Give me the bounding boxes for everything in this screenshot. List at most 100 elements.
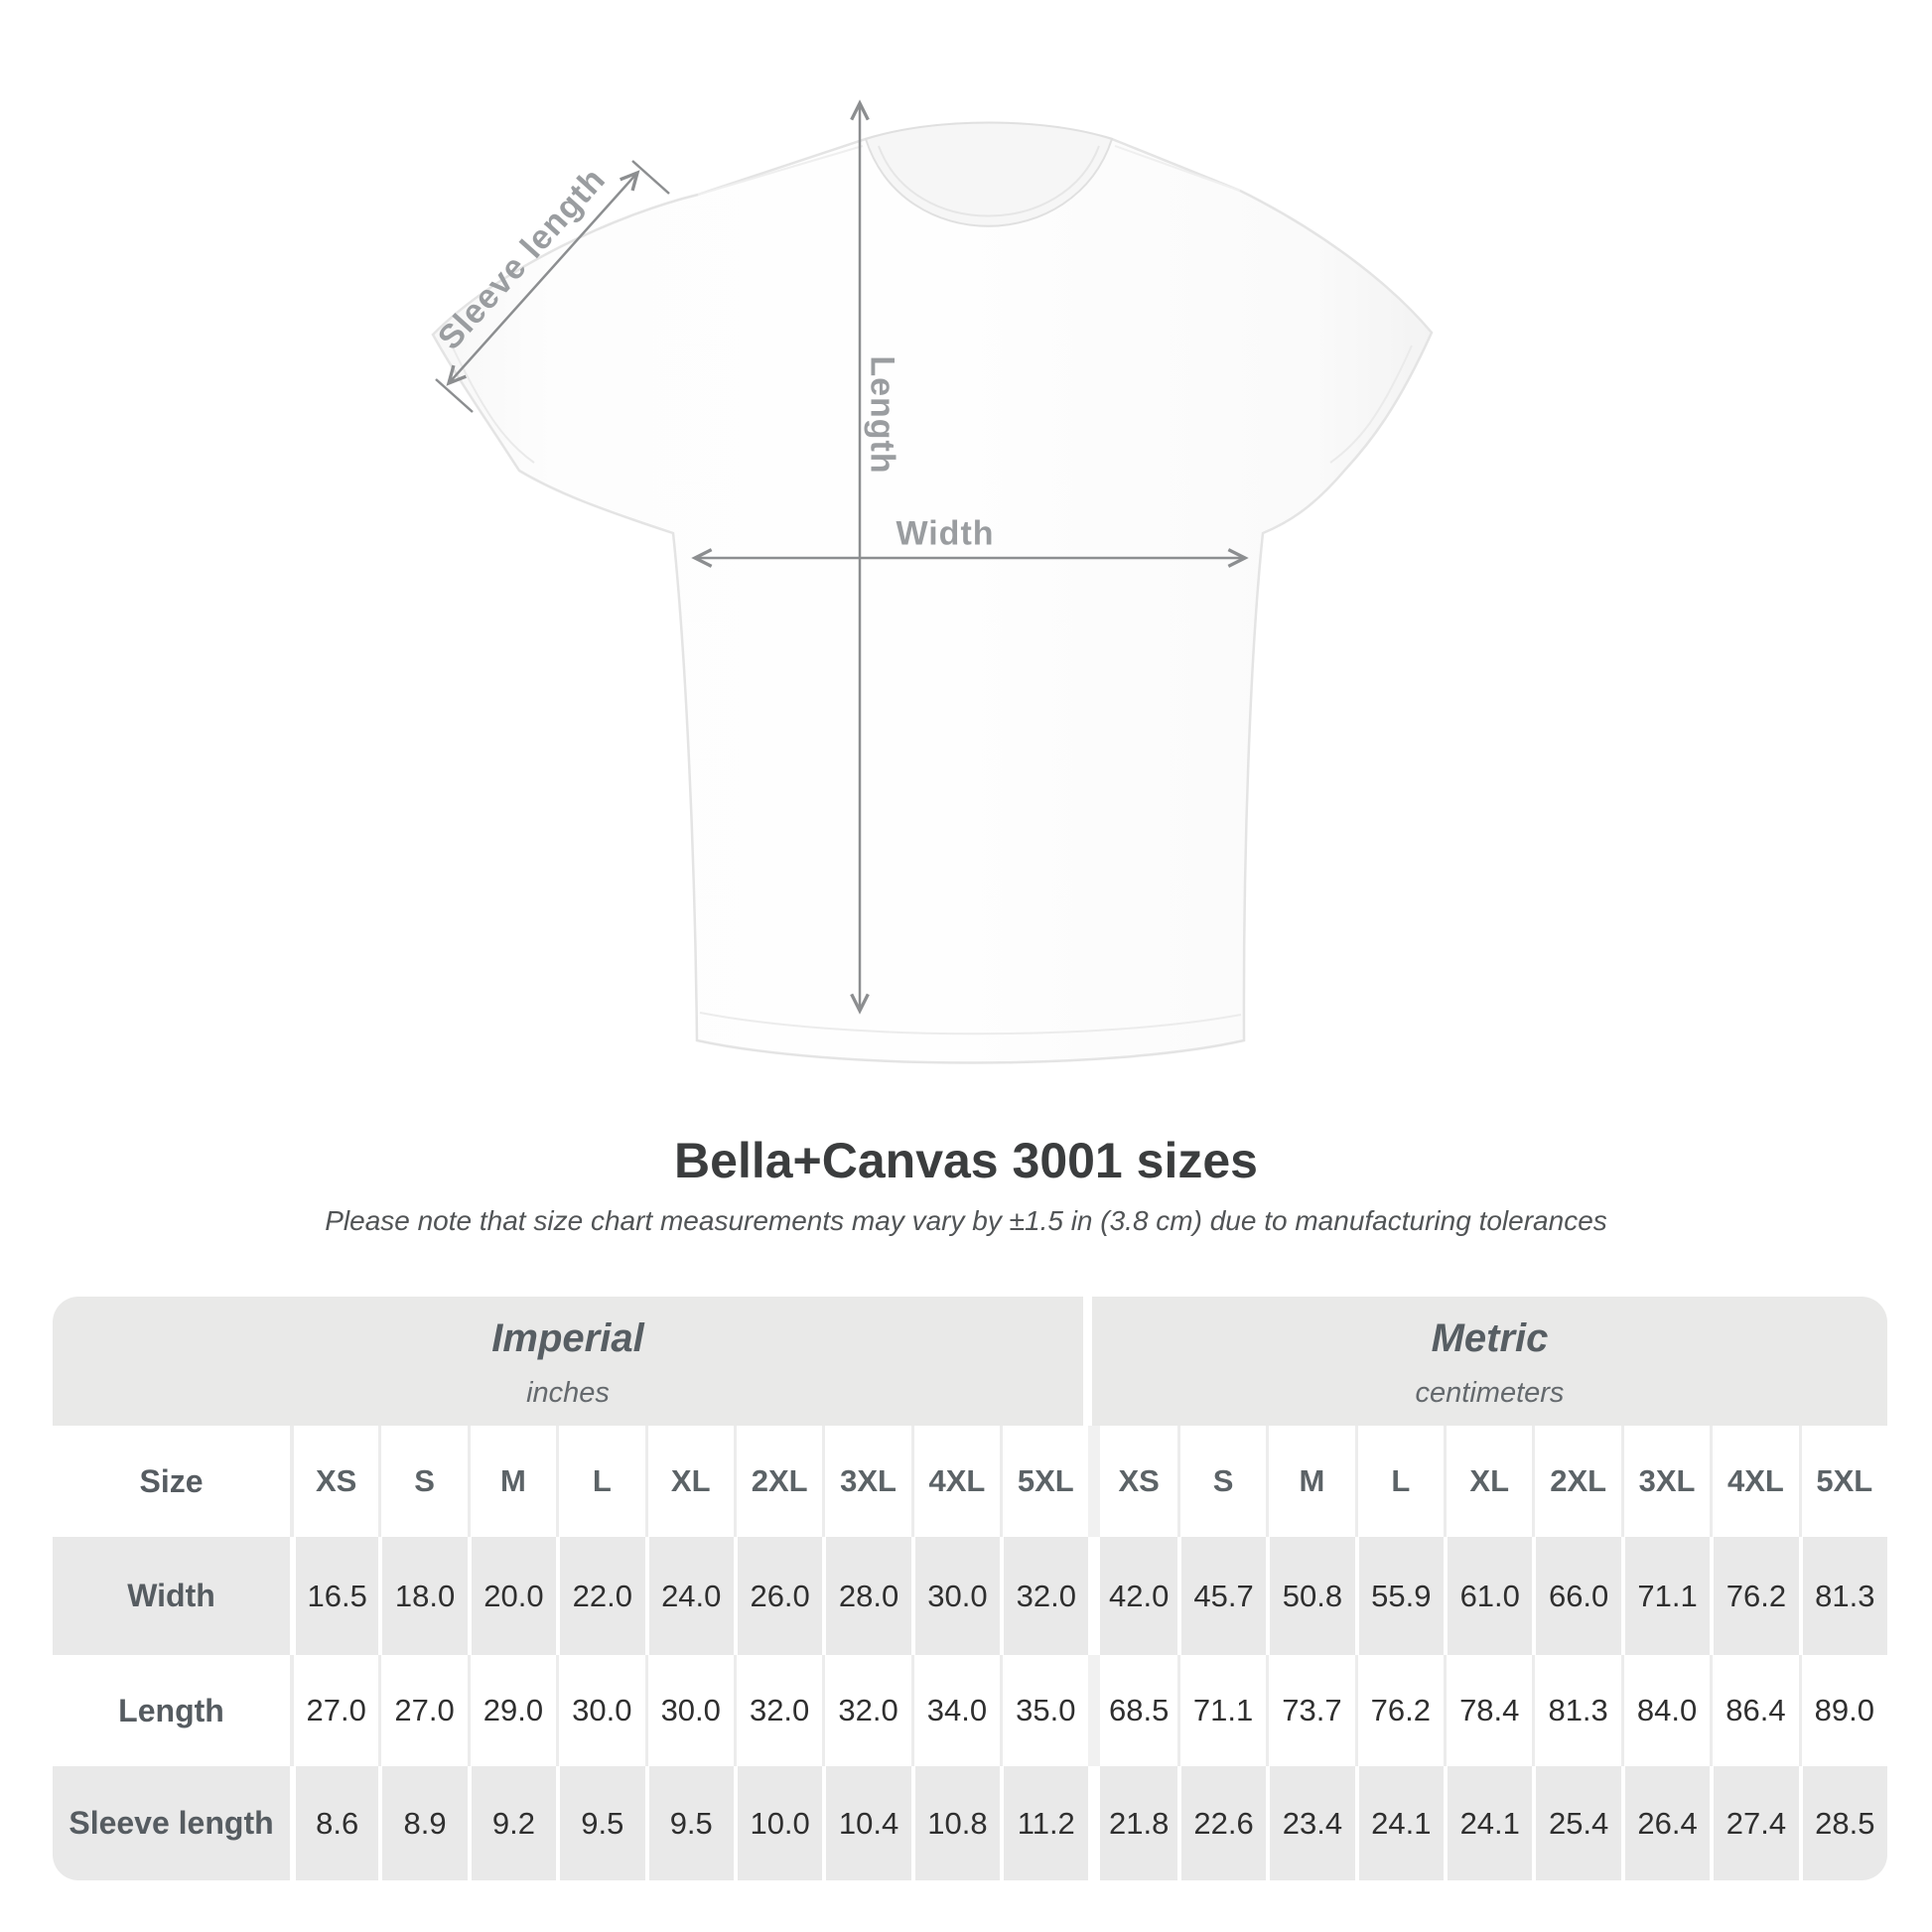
tshirt-body: [431, 122, 1434, 1064]
value-cell: 23.4: [1266, 1766, 1355, 1880]
size-col-header: 2XL: [1532, 1426, 1621, 1537]
unit-header-band: Imperial inches Metric centimeters: [53, 1297, 1887, 1426]
value-cell: 68.5: [1088, 1655, 1177, 1766]
value-cell: 78.4: [1444, 1655, 1533, 1766]
size-col-header: S: [378, 1426, 468, 1537]
size-header-row: Size XS S M L XL 2XL 3XL 4XL 5XL XS S M …: [53, 1426, 1887, 1537]
unit-label-imperial: Imperial: [491, 1316, 644, 1360]
value-cell: 29.0: [467, 1655, 557, 1766]
size-col-header: 4XL: [910, 1426, 1001, 1537]
tshirt-cuff-seam-right: [1329, 345, 1413, 464]
value-cell: 86.4: [1710, 1655, 1799, 1766]
row-label-cell: Sleeve length: [53, 1766, 290, 1880]
value-cell: 76.2: [1710, 1537, 1799, 1655]
row-label-cell: Width: [53, 1537, 290, 1655]
value-cell: 11.2: [1000, 1766, 1089, 1880]
value-cell: 25.4: [1532, 1766, 1621, 1880]
value-cell: 84.0: [1620, 1655, 1711, 1766]
value-cell: 8.6: [290, 1766, 379, 1880]
table-row-width: Width 16.5 18.0 20.0 22.0 24.0 26.0 28.0…: [53, 1537, 1887, 1655]
value-cell: 27.4: [1710, 1766, 1799, 1880]
size-col-header: XL: [1444, 1426, 1533, 1537]
size-col-header: 4XL: [1710, 1426, 1799, 1537]
value-cell: 32.0: [822, 1655, 911, 1766]
value-cell: 21.8: [1088, 1766, 1177, 1880]
value-cell: 35.0: [1000, 1655, 1089, 1766]
value-cell: 9.5: [644, 1766, 734, 1880]
value-cell: 71.1: [1176, 1655, 1267, 1766]
value-cell: 28.5: [1798, 1766, 1887, 1880]
value-cell: 20.0: [467, 1537, 557, 1655]
size-col-header: 3XL: [1620, 1426, 1711, 1537]
value-cell: 81.3: [1798, 1537, 1887, 1655]
table-row-sleeve-length: Sleeve length 8.6 8.9 9.2 9.5 9.5 10.0 1…: [53, 1766, 1887, 1880]
value-cell: 45.7: [1176, 1537, 1267, 1655]
size-col-header: XS: [290, 1426, 379, 1537]
size-table: Imperial inches Metric centimeters Size …: [53, 1297, 1887, 1880]
row-label-cell: Length: [53, 1655, 290, 1766]
size-col-header: 5XL: [1000, 1426, 1089, 1537]
unit-header-metric: Metric centimeters: [1092, 1297, 1887, 1426]
tshirt-hem-seam: [699, 1012, 1242, 1035]
value-cell: 76.2: [1354, 1655, 1445, 1766]
value-cell: 24.0: [644, 1537, 734, 1655]
size-col-header: XL: [644, 1426, 734, 1537]
value-cell: 73.7: [1266, 1655, 1355, 1766]
size-header-cell: Size: [53, 1426, 290, 1537]
size-col-header: XS: [1088, 1426, 1177, 1537]
value-cell: 26.4: [1620, 1766, 1711, 1880]
value-cell: 66.0: [1532, 1537, 1621, 1655]
size-col-header: L: [1354, 1426, 1445, 1537]
size-col-header: M: [467, 1426, 557, 1537]
value-cell: 22.0: [556, 1537, 645, 1655]
value-cell: 81.3: [1532, 1655, 1621, 1766]
tshirt-illustration: [431, 99, 1434, 1064]
value-cell: 30.0: [644, 1655, 734, 1766]
value-cell: 50.8: [1266, 1537, 1355, 1655]
value-cell: 42.0: [1088, 1537, 1177, 1655]
value-cell: 55.9: [1354, 1537, 1445, 1655]
value-cell: 30.0: [556, 1655, 645, 1766]
page-title: Bella+Canvas 3001 sizes: [674, 1133, 1258, 1188]
value-cell: 61.0: [1444, 1537, 1533, 1655]
unit-sublabel-imperial: inches: [526, 1377, 610, 1409]
value-cell: 18.0: [378, 1537, 468, 1655]
tshirt-collar-seam: [878, 145, 1100, 217]
tshirt-diagram: Sleeve length Length Width: [431, 99, 1434, 1064]
unit-sublabel-metric: centimeters: [1415, 1377, 1565, 1409]
value-cell: 32.0: [733, 1655, 823, 1766]
tshirt-shoulder-seam-right: [1114, 145, 1241, 192]
size-col-header: M: [1266, 1426, 1355, 1537]
value-cell: 71.1: [1620, 1537, 1711, 1655]
value-cell: 27.0: [378, 1655, 468, 1766]
unit-label-metric: Metric: [1431, 1316, 1549, 1360]
value-cell: 30.0: [910, 1537, 1001, 1655]
tshirt-shoulder-seam-left: [697, 145, 864, 196]
value-cell: 34.0: [910, 1655, 1001, 1766]
value-cell: 10.8: [910, 1766, 1001, 1880]
value-cell: 26.0: [733, 1537, 823, 1655]
table-row-length: Length 27.0 27.0 29.0 30.0 30.0 32.0 32.…: [53, 1655, 1887, 1766]
value-cell: 10.4: [822, 1766, 911, 1880]
value-cell: 32.0: [1000, 1537, 1089, 1655]
size-col-header: S: [1176, 1426, 1267, 1537]
value-cell: 27.0: [290, 1655, 379, 1766]
width-label: Width: [896, 514, 995, 553]
value-cell: 28.0: [822, 1537, 911, 1655]
sleeve-arrow-tick-bottom: [435, 378, 474, 413]
value-cell: 24.1: [1354, 1766, 1445, 1880]
size-col-header: 3XL: [822, 1426, 911, 1537]
value-cell: 9.5: [556, 1766, 645, 1880]
size-col-header: 5XL: [1798, 1426, 1887, 1537]
value-cell: 24.1: [1444, 1766, 1533, 1880]
value-cell: 10.0: [733, 1766, 823, 1880]
page-subtitle: Please note that size chart measurements…: [325, 1205, 1607, 1236]
value-cell: 9.2: [467, 1766, 557, 1880]
unit-header-imperial: Imperial inches: [53, 1297, 1083, 1426]
size-col-header: 2XL: [733, 1426, 823, 1537]
size-col-header: L: [556, 1426, 645, 1537]
value-cell: 22.6: [1176, 1766, 1267, 1880]
sleeve-length-arrow: [446, 170, 640, 386]
value-cell: 8.9: [378, 1766, 468, 1880]
value-cell: 16.5: [290, 1537, 379, 1655]
